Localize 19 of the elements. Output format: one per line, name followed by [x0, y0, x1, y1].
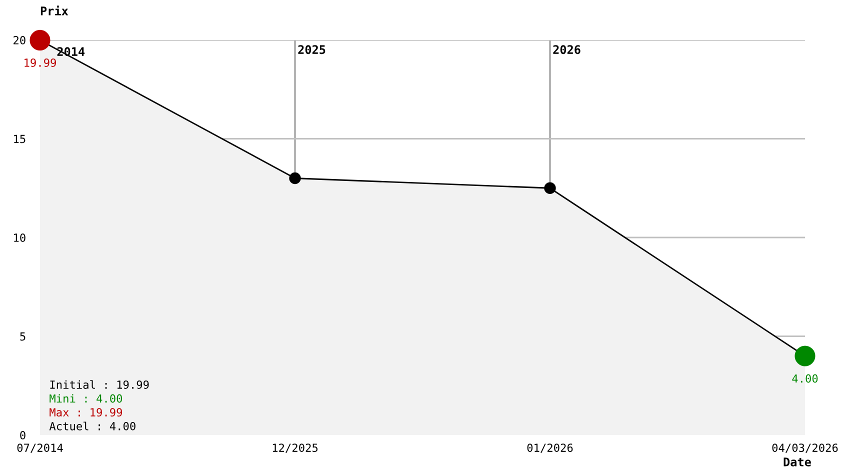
y-axis-title: Prix	[40, 6, 68, 16]
y-tick-label: 10	[14, 234, 26, 242]
annotation: Max : 19.99	[50, 408, 122, 417]
x-tick-label: 07/2014	[17, 444, 63, 453]
x-axis-title: Date	[784, 458, 811, 466]
y-tick-label: 5	[20, 332, 26, 341]
y-tick-label: 20	[14, 36, 26, 44]
y-tick-label: 15	[14, 134, 26, 144]
x-tick-label: 01/2026	[527, 444, 573, 453]
annotation: Initial : 19.99	[50, 380, 149, 389]
data-label: 19.99	[24, 58, 56, 67]
x-tick-label: 04/03/2026	[772, 444, 838, 453]
y-tick-label: 0	[20, 431, 26, 440]
data-label: 4.00	[792, 374, 818, 383]
ref-line-label: 2025	[298, 45, 326, 54]
annotation: Mini : 4.00	[50, 394, 122, 403]
annotation: Actuel : 4.00	[49, 422, 136, 430]
x-tick-label: 12/2025	[272, 444, 318, 453]
ref-line-label: 2026	[553, 45, 580, 54]
